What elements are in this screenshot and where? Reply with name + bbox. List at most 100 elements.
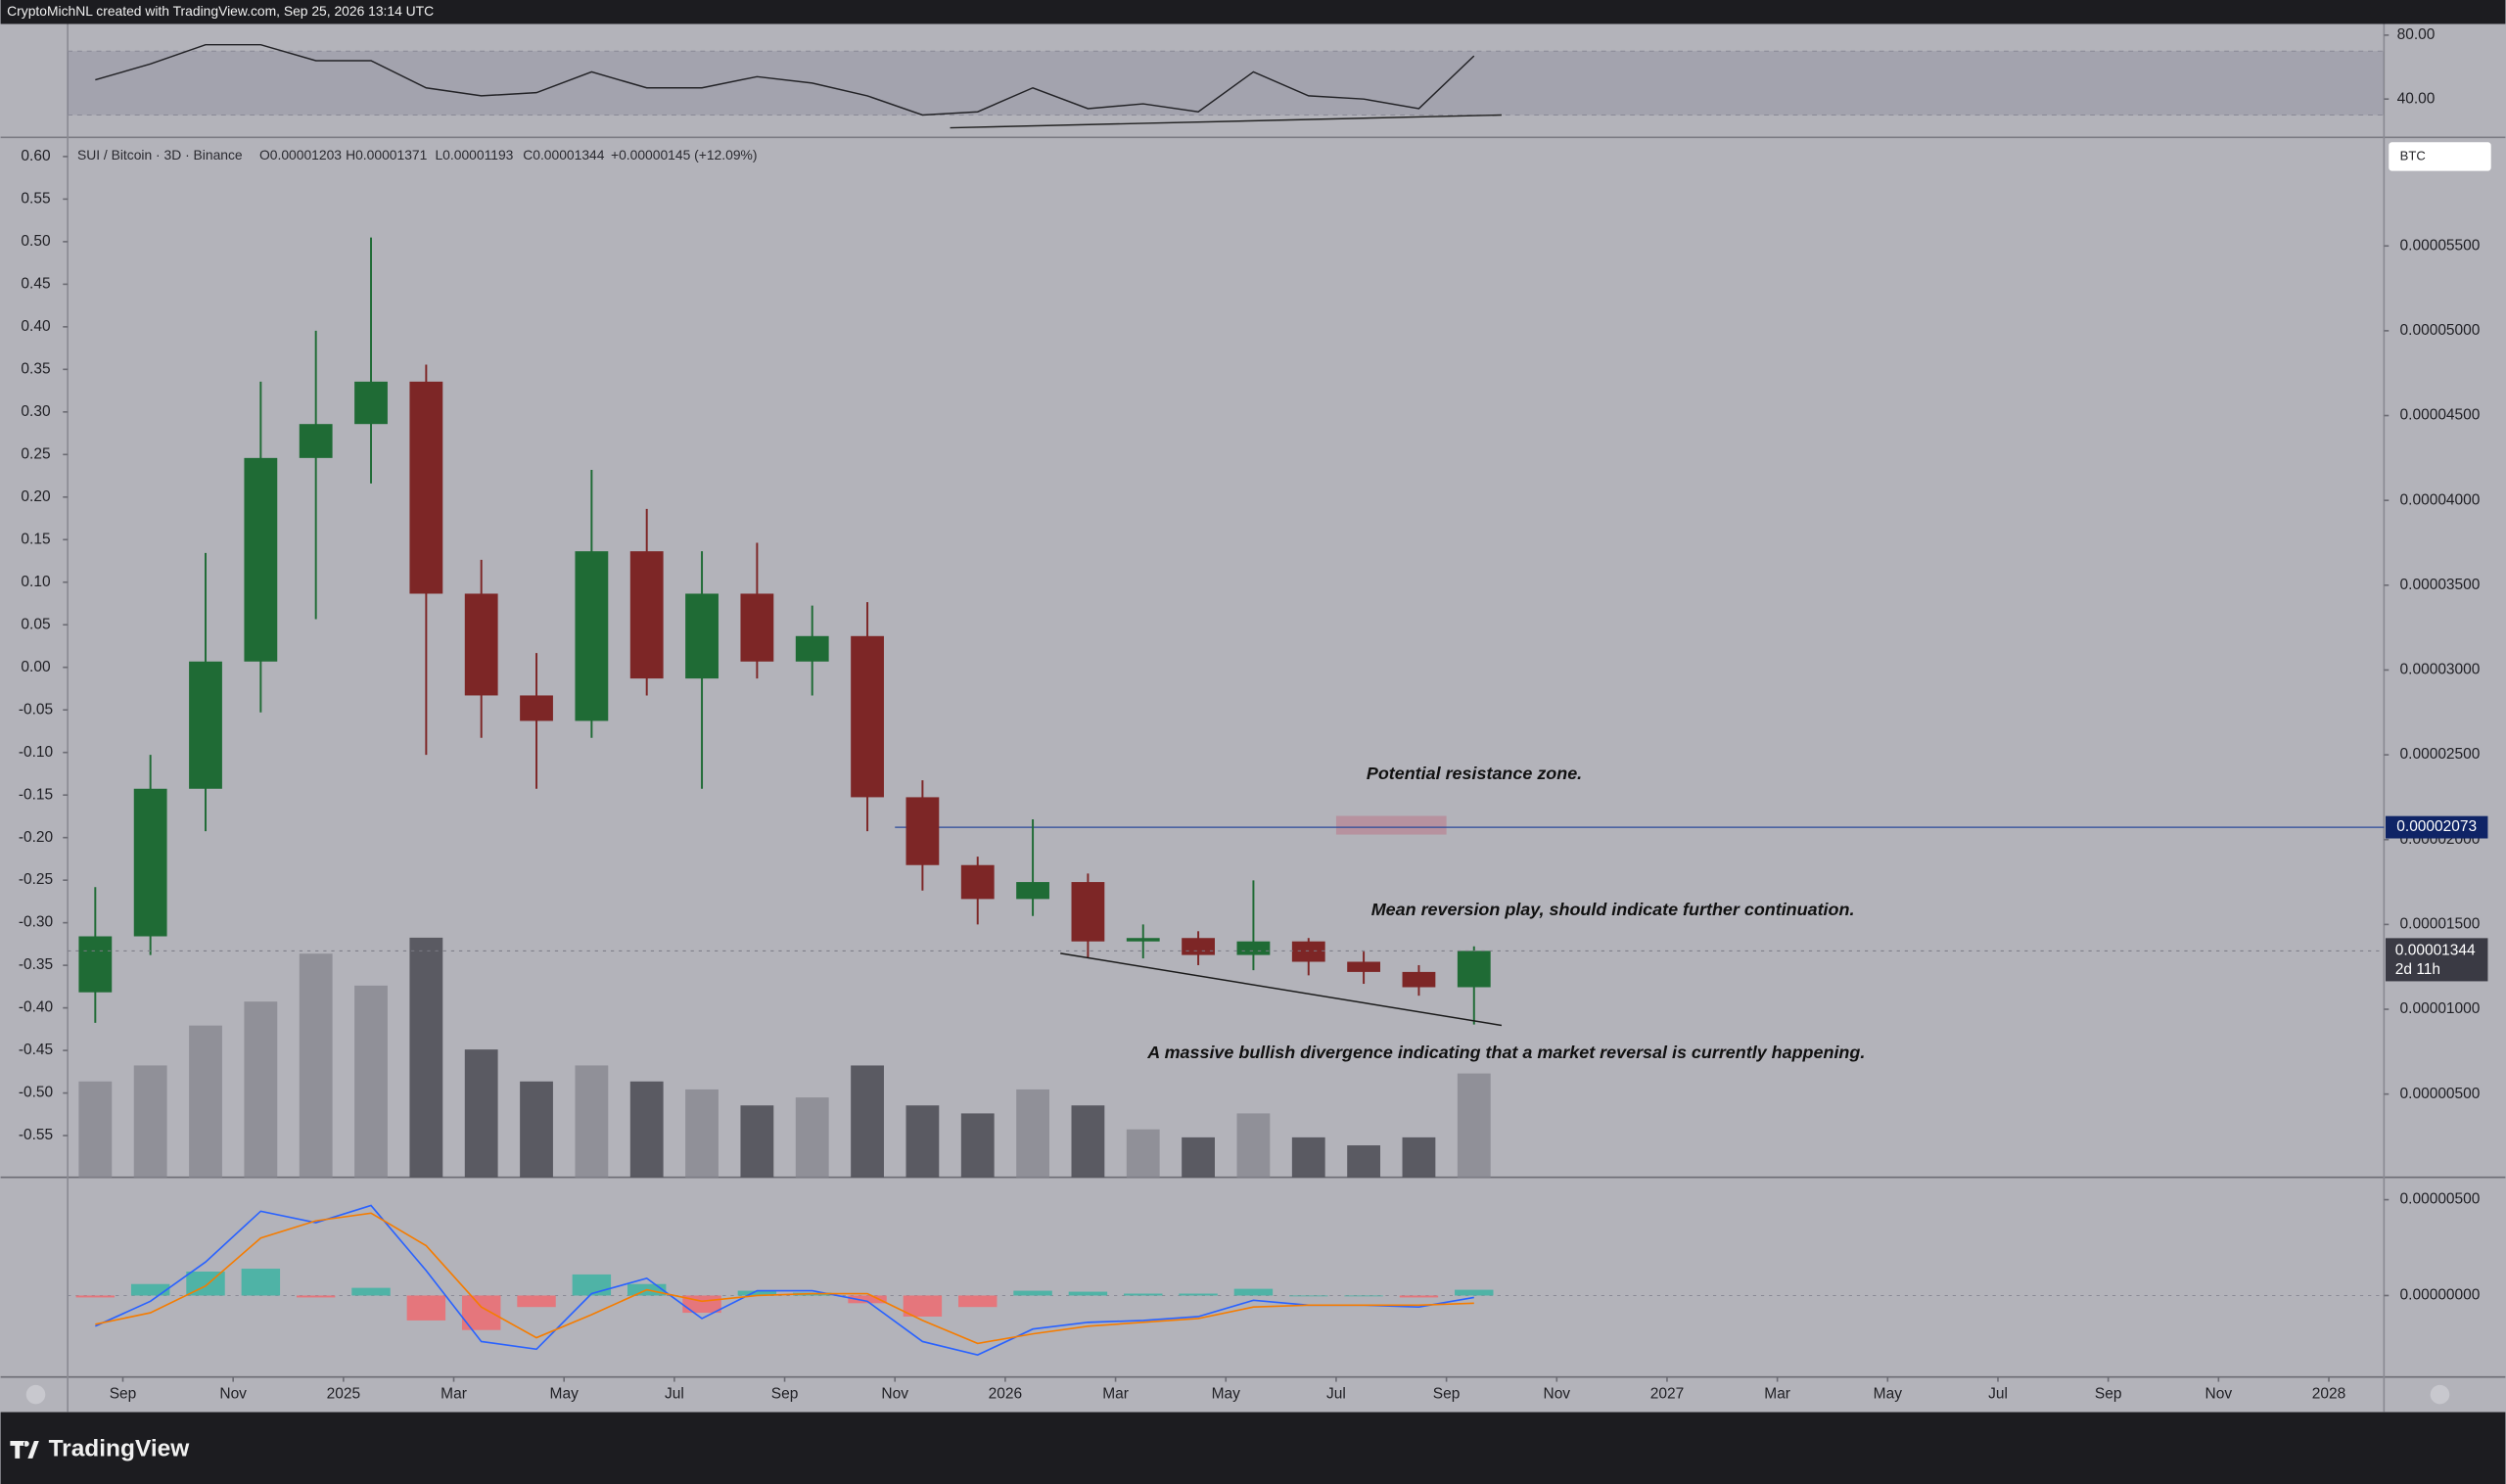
candle-body [905, 797, 940, 865]
brand: TradingView [49, 1435, 191, 1461]
candle-body [409, 381, 443, 594]
macd-histogram-bar [903, 1295, 943, 1318]
rsi-trendline [950, 114, 1502, 129]
macd-histogram-bar [130, 1283, 170, 1296]
y-left-tick-label: -0.15 [19, 786, 53, 803]
volume-bar [520, 1081, 553, 1178]
x-tick-label: Sep [110, 1386, 137, 1403]
macd-histogram-bar [1399, 1295, 1439, 1298]
volume-bar [685, 1089, 719, 1178]
x-tick-label: May [1212, 1386, 1241, 1403]
y-left-tick-label: 0.00 [21, 659, 51, 675]
x-tick-label: Sep [1433, 1386, 1461, 1403]
symbol: SUI / Bitcoin · 3D · Binance [77, 147, 243, 162]
legend-high: H0.00001371 [346, 147, 428, 162]
y-tick-label: 0.00005500 [2400, 237, 2481, 254]
currency-box[interactable] [2389, 142, 2491, 171]
y-left-tick-label: -0.45 [19, 1042, 53, 1058]
y-left-tick-label: -0.20 [19, 829, 54, 846]
legend-open: O0.00001203 [259, 147, 342, 162]
candle-body [78, 936, 113, 993]
macd-line [95, 1212, 1474, 1345]
macd-histogram-bar [848, 1295, 887, 1304]
hline-label: 0.00002073 [2396, 818, 2477, 835]
macd-histogram-bar [1344, 1295, 1383, 1297]
annotation: Mean reversion play, should indicate fur… [1371, 900, 1855, 919]
x-tick-label: Nov [1543, 1386, 1570, 1403]
candle-body [244, 457, 278, 662]
macd-histogram-bar [1233, 1288, 1274, 1296]
volume-bar [133, 1065, 167, 1178]
y-left-tick-label: 0.40 [21, 318, 51, 335]
currency: BTC [2400, 148, 2426, 162]
rsi-line [95, 43, 1475, 116]
top-bar [0, 0, 2506, 24]
volume-bar [354, 985, 388, 1178]
countdown: 2d 11h [2395, 961, 2440, 978]
volume-bar [795, 1097, 829, 1178]
y-left-tick-label: -0.55 [19, 1127, 53, 1143]
y-left-tick-label: 0.45 [21, 275, 50, 292]
credit: CryptoMichNL created with TradingView.co… [7, 3, 434, 19]
candle-body [685, 593, 719, 679]
y-tick-label: 0.00000500 [2400, 1191, 2481, 1208]
volume-bar [851, 1065, 884, 1178]
annotation: Potential resistance zone. [1367, 764, 1582, 783]
y-left-tick-label: -0.25 [19, 871, 53, 888]
x-tick-label: 2028 [2312, 1386, 2345, 1403]
macd-histogram-bar [517, 1295, 556, 1308]
legend: SUI / Bitcoin · 3D · Binance O0.00001203… [77, 147, 758, 162]
y-left-tick-label: -0.50 [19, 1085, 54, 1101]
candle-body [1347, 961, 1381, 972]
volume-bar [244, 1001, 278, 1178]
y-tick-label: 0.00005000 [2400, 322, 2481, 339]
volume-bar [1126, 1129, 1160, 1178]
candle-body [629, 551, 664, 679]
y-left-tick-label: 0.60 [21, 148, 51, 164]
y-left-tick-label: -0.30 [19, 914, 54, 931]
candle-body [1182, 938, 1215, 955]
candle-body [464, 593, 498, 696]
y-left-tick-label: 0.30 [21, 403, 51, 420]
y-left-tick-label: 0.25 [21, 445, 50, 462]
volume-bar [1457, 1073, 1491, 1178]
x-tick-label: Mar [441, 1386, 467, 1403]
x-tick-label: Sep [771, 1386, 799, 1403]
candle-body [740, 593, 774, 662]
volume-bar [78, 1081, 113, 1178]
y-left-tick-label: 0.10 [21, 574, 51, 590]
x-tick-label: 2026 [989, 1386, 1022, 1403]
y-tick-label: 40.00 [2397, 90, 2436, 107]
y-tick-label: 0.00004000 [2400, 491, 2481, 508]
hline-label-box [2385, 815, 2488, 839]
volume-bar [960, 1113, 995, 1178]
y-tick-label: 0.00001000 [2400, 1000, 2481, 1017]
macd-histogram-bar [1013, 1290, 1052, 1296]
candle-body [1071, 882, 1105, 942]
volume-bar [189, 1025, 222, 1178]
x-tick-label: Mar [1102, 1386, 1129, 1403]
volume-bar [409, 937, 443, 1178]
y-left-tick-label: 0.05 [21, 616, 50, 632]
y-left-tick-label: 0.55 [21, 190, 50, 207]
candle-body [354, 381, 388, 425]
candle-body [1016, 882, 1049, 900]
volume-bar [629, 1081, 664, 1178]
macd-histogram-bar [406, 1295, 446, 1321]
macd-histogram-bar [1068, 1291, 1108, 1296]
axis-button[interactable] [2430, 1384, 2450, 1405]
macd-histogram-bar [1179, 1293, 1218, 1296]
volume-bar [1236, 1113, 1271, 1178]
macd-histogram-bar [1455, 1289, 1494, 1296]
candle-body [851, 635, 884, 798]
macd-histogram-bar [296, 1295, 336, 1298]
volume-bar [464, 1049, 498, 1178]
x-tick-label: 2025 [327, 1386, 360, 1403]
last-price-label: 0.00001344 [2395, 943, 2476, 959]
volume-bar [1347, 1145, 1381, 1178]
axis-button[interactable] [25, 1384, 46, 1405]
candle-body [189, 661, 222, 789]
y-left-tick-label: -0.40 [19, 999, 54, 1016]
